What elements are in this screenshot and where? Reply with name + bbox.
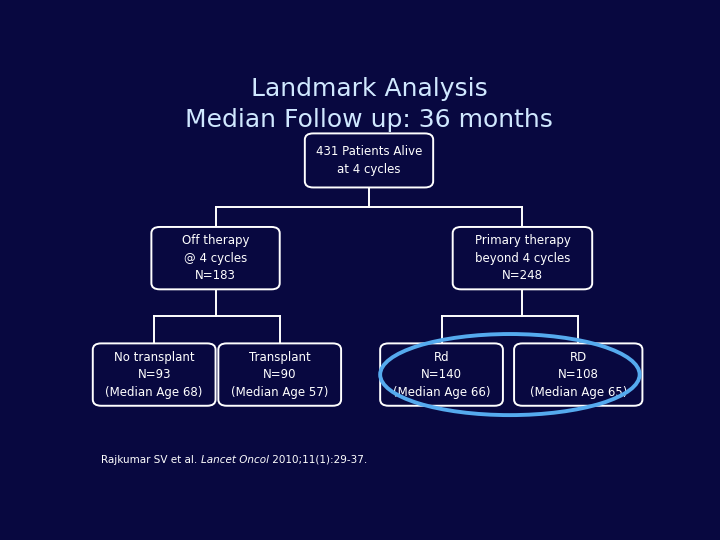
Text: 431 Patients Alive
at 4 cycles: 431 Patients Alive at 4 cycles: [316, 145, 422, 176]
FancyBboxPatch shape: [151, 227, 280, 289]
Text: Off therapy
@ 4 cycles
N=183: Off therapy @ 4 cycles N=183: [181, 234, 249, 282]
FancyBboxPatch shape: [218, 343, 341, 406]
Text: Transplant
N=90
(Median Age 57): Transplant N=90 (Median Age 57): [231, 350, 328, 399]
Text: Rajkumar SV et al.: Rajkumar SV et al.: [101, 455, 201, 465]
FancyBboxPatch shape: [380, 343, 503, 406]
Text: 2010;11(1):29-37.: 2010;11(1):29-37.: [269, 455, 367, 465]
FancyBboxPatch shape: [514, 343, 642, 406]
Text: Rd
N=140
(Median Age 66): Rd N=140 (Median Age 66): [393, 350, 490, 399]
Text: Landmark Analysis
Median Follow up: 36 months: Landmark Analysis Median Follow up: 36 m…: [185, 77, 553, 132]
Text: Lancet Oncol: Lancet Oncol: [201, 455, 269, 465]
Text: No transplant
N=93
(Median Age 68): No transplant N=93 (Median Age 68): [106, 350, 203, 399]
Text: Primary therapy
beyond 4 cycles
N=248: Primary therapy beyond 4 cycles N=248: [474, 234, 570, 282]
FancyBboxPatch shape: [305, 133, 433, 187]
FancyBboxPatch shape: [93, 343, 215, 406]
FancyBboxPatch shape: [453, 227, 593, 289]
Text: RD
N=108
(Median Age 65): RD N=108 (Median Age 65): [530, 350, 627, 399]
